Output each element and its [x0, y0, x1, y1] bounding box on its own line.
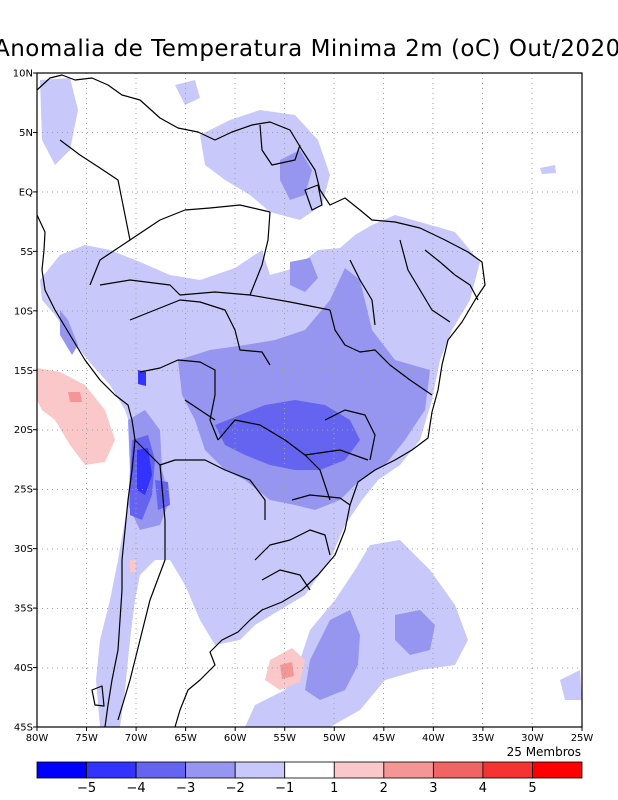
lat-tick-label: 10N — [13, 69, 33, 80]
colorbar-label: −3 — [176, 781, 195, 796]
anomaly-shading — [37, 78, 582, 727]
coastlines-and-borders — [37, 74, 486, 727]
border — [59, 139, 131, 286]
border — [134, 439, 266, 520]
lat-tick-label: 15S — [14, 366, 33, 377]
colorbar-bin — [185, 761, 236, 779]
lon-tick-label: 50W — [323, 733, 346, 744]
lat-tick-label: 45S — [14, 723, 33, 734]
colorbar-bin — [383, 761, 434, 779]
lat-tick-label: 5S — [20, 247, 33, 258]
colorbar-bin — [36, 761, 87, 779]
border — [184, 399, 216, 421]
latitude-axis: 10N 5N EQ 5S 10S 15S 20S 25S 30S 35S 40S 45S — [13, 69, 37, 734]
lat-tick-label: 25S — [14, 485, 33, 496]
anomaly-band-medium — [395, 610, 435, 655]
colorbar-bin — [532, 761, 583, 779]
colorbar-label: −5 — [77, 781, 96, 796]
colorbar-bin — [234, 761, 286, 779]
border — [139, 359, 219, 441]
colorbar-label: 2 — [380, 781, 388, 796]
lon-tick-label: 75W — [75, 733, 98, 744]
anomaly-band-light — [540, 165, 556, 174]
border — [259, 124, 301, 166]
lon-tick-label: 40W — [422, 733, 445, 744]
anomaly-band-medium — [280, 150, 312, 200]
coastline — [37, 214, 136, 727]
colorbar-label: 4 — [479, 781, 487, 796]
border — [129, 204, 271, 241]
colorbar-label: 1 — [330, 781, 338, 796]
anomaly-band-very-strong — [137, 448, 152, 495]
lon-tick-label: 55W — [273, 733, 296, 744]
anomaly-band-medium — [290, 258, 318, 292]
colorbar-label: 3 — [429, 781, 437, 796]
anomaly-band-light — [40, 78, 78, 165]
anomaly-band-warm — [68, 392, 82, 402]
border — [291, 494, 351, 506]
colorbar-bin — [135, 761, 187, 779]
border — [129, 299, 271, 366]
lat-lon-grid — [37, 73, 582, 727]
lon-tick-label: 80W — [26, 733, 49, 744]
longitude-axis: 80W 75W 70W 65W 60W 55W 50W 45W 40W 35W 30W 25W — [26, 727, 594, 744]
coastline — [91, 685, 105, 707]
coastline — [37, 74, 486, 727]
border — [324, 409, 376, 461]
anomaly-band-warm — [37, 368, 115, 465]
ensemble-members-label: 25 Membros — [506, 745, 581, 759]
lon-tick-label: 70W — [125, 733, 148, 744]
colorbar-bin — [432, 761, 484, 779]
lat-tick-label: 35S — [14, 604, 33, 615]
border — [454, 274, 479, 301]
anomaly-band-warm — [130, 560, 136, 572]
colorbar — [36, 761, 583, 779]
lon-tick-label: 30W — [521, 733, 544, 744]
anomaly-band-light — [200, 110, 330, 220]
colorbar-labels: −5 −4 −3 −2 −1 1 2 3 4 5 — [77, 781, 537, 796]
colorbar-bin — [333, 761, 385, 779]
map-title: Anomalia de Temperatura Minima 2m (oC) O… — [0, 36, 618, 62]
anomaly-band-very-strong — [138, 370, 146, 386]
colorbar-label: −4 — [127, 781, 146, 796]
lat-tick-label: 20S — [14, 425, 33, 436]
colorbar-bin — [86, 761, 137, 779]
lat-tick-label: 40S — [14, 663, 33, 674]
anomaly-band-light — [175, 80, 200, 105]
lon-tick-label: 60W — [224, 733, 247, 744]
anomaly-band-medium — [305, 610, 360, 700]
lon-tick-label: 25W — [571, 733, 594, 744]
border — [99, 279, 331, 311]
lat-tick-label: 5N — [19, 128, 33, 139]
colorbar-label: 5 — [528, 781, 536, 796]
colorbar-bin — [482, 761, 533, 779]
border — [304, 449, 369, 461]
border — [349, 259, 376, 326]
lat-tick-label: 10S — [14, 306, 33, 317]
plot-frame — [36, 72, 583, 728]
border — [399, 239, 451, 323]
anomaly-band-light — [560, 670, 582, 700]
border — [117, 464, 166, 721]
colorbar-label: −2 — [226, 781, 245, 796]
border — [261, 569, 311, 591]
lon-tick-label: 35W — [472, 733, 495, 744]
anomaly-band-warm — [280, 662, 294, 679]
lon-tick-label: 65W — [174, 733, 197, 744]
colorbar-bin — [284, 761, 335, 779]
lon-tick-label: 45W — [373, 733, 396, 744]
colorbar-label: −1 — [275, 781, 294, 796]
border — [424, 249, 456, 276]
border — [217, 419, 331, 501]
lat-tick-label: 30S — [14, 544, 33, 555]
border — [254, 529, 331, 561]
border — [329, 309, 433, 396]
coastline — [304, 184, 323, 211]
lat-tick-label: EQ — [19, 187, 33, 198]
border — [249, 211, 271, 296]
